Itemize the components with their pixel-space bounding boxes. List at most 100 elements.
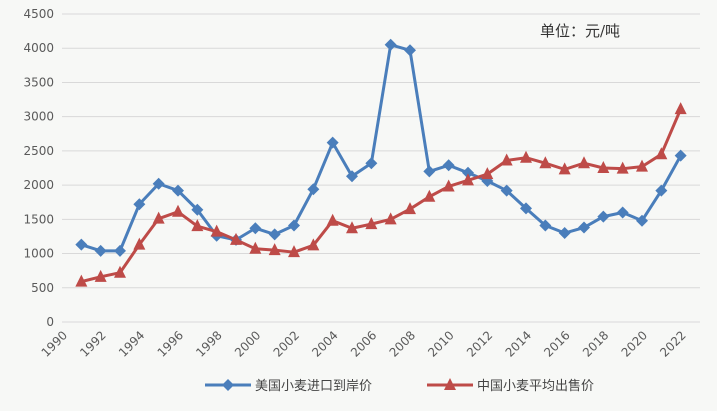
y-tick-label: 2000 — [23, 178, 54, 192]
series-line-1 — [80, 108, 683, 284]
data-point-0 — [346, 170, 358, 183]
data-point-0 — [133, 198, 146, 211]
x-tick-label: 2016 — [541, 328, 572, 359]
y-tick-label: 1000 — [23, 247, 54, 261]
x-tick-label: 2002 — [271, 328, 302, 359]
data-point-0 — [249, 222, 262, 235]
data-point-1 — [520, 150, 532, 163]
data-point-1 — [307, 238, 320, 251]
data-point-0 — [172, 184, 184, 197]
y-tick-label: 3000 — [23, 110, 54, 124]
legend-marker-us — [222, 379, 234, 391]
data-point-1 — [230, 232, 242, 245]
data-point-1 — [210, 224, 223, 237]
x-tick-label: 2018 — [580, 328, 611, 359]
data-point-0 — [75, 238, 88, 251]
x-tick-label: 2006 — [348, 328, 379, 359]
data-point-1 — [94, 269, 107, 282]
data-point-1 — [384, 212, 397, 225]
data-point-0 — [152, 177, 165, 190]
data-point-1 — [133, 237, 146, 250]
data-point-1 — [152, 211, 165, 224]
legend-label-us: 美国小麦进口到岸价 — [255, 379, 372, 394]
data-point-1 — [288, 245, 300, 258]
data-point-1 — [365, 217, 378, 230]
data-point-1 — [172, 204, 184, 217]
data-point-1 — [674, 102, 687, 115]
x-axis-ticks: 1990 1992 1994 1996 1998 2000 2002 2004 2006 2008… — [39, 328, 689, 359]
data-point-1 — [636, 159, 648, 172]
x-tick-label: 1990 — [39, 328, 70, 359]
data-point-0 — [268, 228, 281, 241]
gridlines — [62, 13, 700, 323]
data-point-0 — [442, 159, 455, 172]
legend-marker-cn — [444, 378, 456, 390]
x-tick-label: 1996 — [155, 328, 186, 359]
data-point-1 — [404, 202, 416, 215]
data-point-0 — [636, 214, 648, 227]
series-line-0 — [80, 43, 682, 253]
data-point-0 — [94, 244, 107, 257]
data-point-0 — [578, 221, 590, 234]
y-axis-ticks: 0 500 1000 1500 2000 2500 3000 3500 4000 4500 — [23, 7, 54, 329]
y-tick-label: 4000 — [23, 41, 54, 55]
y-tick-label: 3500 — [23, 75, 54, 89]
data-point-1 — [326, 213, 339, 226]
y-tick-label: 500 — [31, 281, 54, 295]
data-point-0 — [384, 38, 397, 51]
data-point-0 — [520, 202, 532, 215]
data-point-1 — [597, 161, 610, 173]
x-tick-label: 1998 — [193, 328, 224, 359]
data-point-0 — [288, 219, 300, 232]
data-point-1 — [616, 161, 629, 174]
data-point-1 — [442, 179, 455, 192]
data-point-0 — [558, 227, 571, 240]
y-tick-label: 4500 — [23, 7, 54, 21]
x-tick-label: 2000 — [232, 328, 263, 359]
y-tick-label: 0 — [46, 315, 54, 329]
data-point-0 — [114, 244, 126, 257]
x-tick-label: 1994 — [116, 328, 147, 359]
data-point-0 — [539, 219, 552, 232]
y-tick-label: 2500 — [23, 144, 54, 158]
unit-label: 单位：元/吨 — [540, 22, 620, 40]
data-point-0 — [307, 183, 320, 196]
x-tick-label: 2010 — [425, 328, 456, 359]
y-tick-label: 1500 — [23, 212, 54, 226]
data-point-0 — [674, 149, 687, 162]
data-point-0 — [462, 166, 474, 179]
data-point-1 — [578, 156, 590, 169]
data-point-1 — [346, 221, 358, 234]
x-tick-label: 1992 — [77, 328, 108, 359]
data-point-1 — [500, 153, 513, 166]
data-point-1 — [539, 156, 552, 169]
x-tick-label: 2008 — [387, 328, 418, 359]
legend: 美国小麦进口到岸价 中国小麦平均出售价 — [205, 378, 594, 394]
data-point-1 — [481, 167, 494, 180]
data-point-1 — [462, 173, 474, 186]
data-point-1 — [655, 147, 668, 160]
x-tick-label: 2004 — [309, 328, 340, 359]
data-point-1 — [114, 265, 126, 278]
data-point-0 — [616, 206, 629, 219]
data-point-1 — [75, 274, 88, 287]
data-point-0 — [500, 184, 513, 197]
data-point-1 — [423, 189, 436, 202]
legend-label-cn: 中国小麦平均出售价 — [477, 378, 594, 394]
data-point-1 — [268, 243, 281, 256]
series-layer — [75, 38, 687, 287]
x-tick-label: 2020 — [619, 328, 650, 359]
x-tick-label: 2012 — [464, 328, 495, 359]
data-point-0 — [423, 165, 436, 178]
data-point-1 — [249, 241, 262, 254]
data-point-0 — [655, 184, 668, 197]
data-point-0 — [365, 157, 378, 170]
data-point-0 — [404, 44, 416, 57]
data-point-0 — [191, 203, 204, 216]
data-point-1 — [191, 219, 204, 232]
data-point-0 — [326, 136, 339, 149]
x-tick-label: 2014 — [503, 328, 534, 359]
data-point-0 — [597, 210, 610, 223]
x-tick-label: 2022 — [657, 328, 688, 359]
